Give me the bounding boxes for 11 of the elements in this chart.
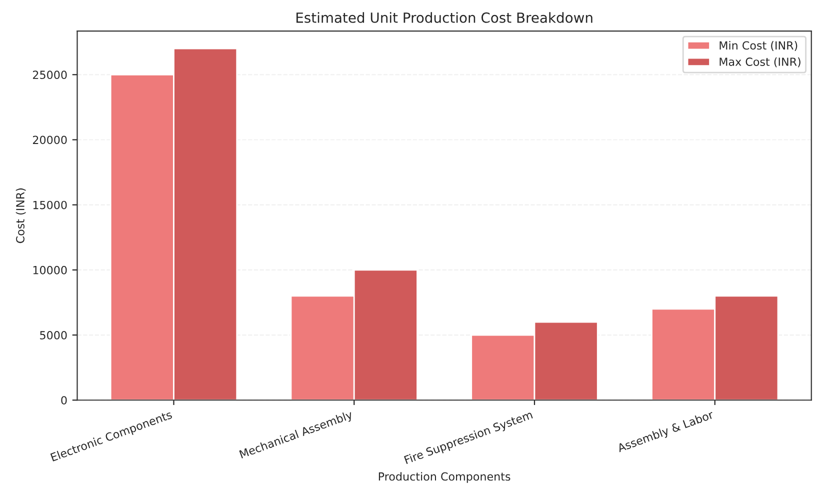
y-axis-title: Cost (INR): [16, 188, 26, 244]
y-tick-label: 20000: [32, 136, 67, 144]
chart-title: Estimated Unit Production Cost Breakdown: [296, 12, 592, 23]
y-tick-label: 15000: [33, 200, 67, 210]
y-tick-label: 25000: [32, 70, 67, 80]
x-axis-title: Production Components: [378, 472, 510, 483]
legend-label: Max Cost (INR): [720, 57, 800, 68]
legend-label: Min Cost (INR): [720, 41, 798, 51]
y-tick-label: 5000: [40, 331, 67, 340]
y-tick-label: 10000: [33, 266, 67, 274]
y-tick-label: 0: [61, 396, 67, 405]
